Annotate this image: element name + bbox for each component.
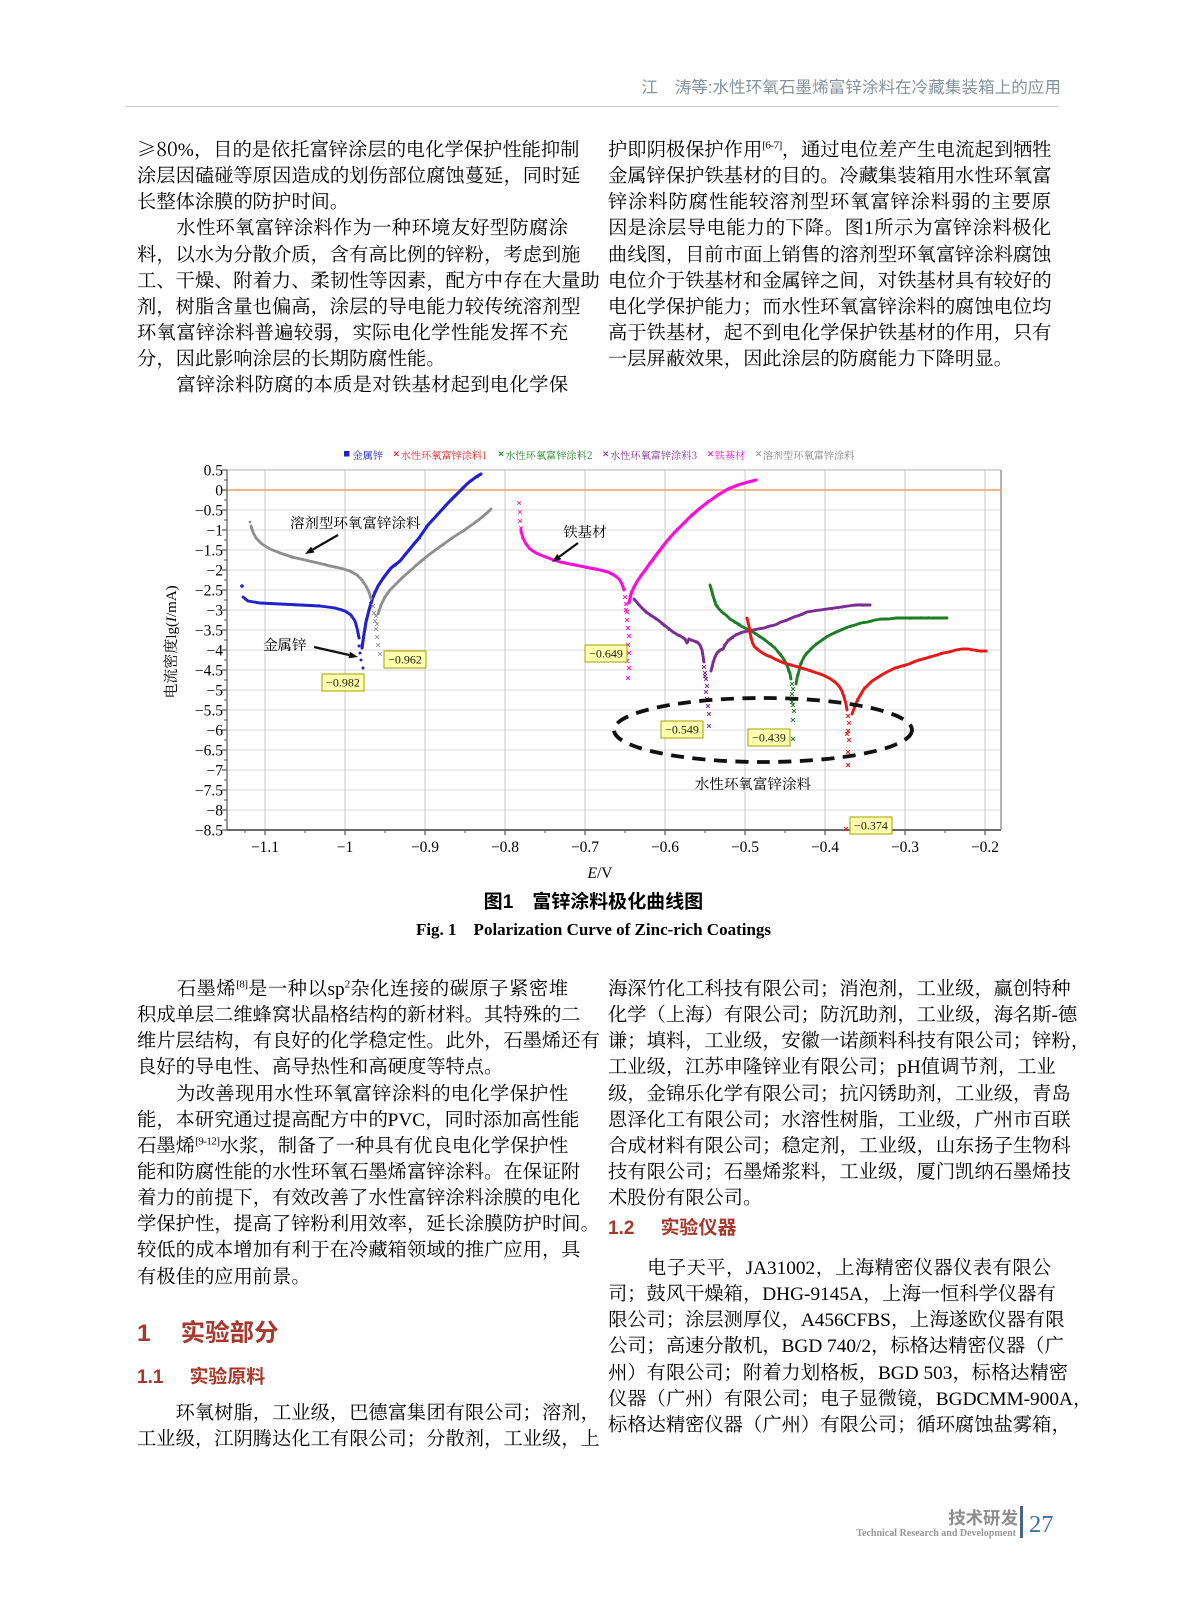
svg-text:−5: −5 [207,683,224,700]
svg-text:−2.5: −2.5 [195,583,223,600]
svg-text:−4: −4 [207,643,224,660]
svg-text:−0.3: −0.3 [891,839,919,856]
svg-text:水性环氧富锌涂料2: 水性环氧富锌涂料2 [505,447,592,462]
svg-text:−0.4: −0.4 [811,839,839,856]
svg-text:溶剂型环氧富锌涂料: 溶剂型环氧富锌涂料 [763,447,855,462]
svg-text:−6.5: −6.5 [195,743,223,760]
svg-text:−2: −2 [207,563,224,580]
svg-text:−0.374: −0.374 [854,819,888,833]
svg-text:−4.5: −4.5 [195,663,223,680]
svg-text:溶剂型环氧富锌涂料: 溶剂型环氧富锌涂料 [290,512,421,533]
svg-text:−7: −7 [207,763,224,780]
svg-text:−7.5: −7.5 [195,783,223,800]
svg-text:电流密度lg(I/mA): 电流密度lg(I/mA) [160,585,181,698]
svg-text:−0.5: −0.5 [731,839,759,856]
svg-text:−1: −1 [337,839,354,856]
svg-text:0: 0 [215,483,223,500]
svg-text:金属锌: 金属锌 [263,634,307,655]
svg-text:−0.439: −0.439 [752,731,786,745]
svg-text:铁基材: 铁基材 [715,447,746,462]
svg-text:−6: −6 [207,723,224,740]
svg-text:−0.7: −0.7 [571,839,599,856]
svg-text:−3.5: −3.5 [195,623,223,640]
svg-text:−0.549: −0.549 [665,723,699,737]
svg-text:水性环氧富锌涂料1: 水性环氧富锌涂料1 [401,447,487,462]
svg-text:−1.1: −1.1 [251,839,279,856]
svg-text:−5.5: −5.5 [195,703,223,720]
svg-text:−0.962: −0.962 [388,653,422,667]
svg-text:−0.2: −0.2 [971,839,999,856]
svg-text:−0.649: −0.649 [589,647,623,661]
svg-text:水性环氧富锌涂料3: 水性环氧富锌涂料3 [610,447,697,462]
svg-text:−8.5: −8.5 [195,823,223,840]
svg-text:−0.8: −0.8 [491,839,519,856]
svg-text:金属锌: 金属锌 [353,447,384,462]
svg-text:0.5: 0.5 [204,463,224,480]
svg-text:水性环氧富锌涂料: 水性环氧富锌涂料 [695,773,811,794]
svg-text:−1.5: −1.5 [195,543,223,560]
svg-text:−0.5: −0.5 [195,503,223,520]
svg-text:铁基材: 铁基材 [563,521,607,542]
svg-text:−0.9: −0.9 [411,839,439,856]
svg-text:−0.982: −0.982 [326,676,360,690]
svg-text:E/V: E/V [587,865,614,882]
svg-text:−0.6: −0.6 [651,839,679,856]
svg-text:−8: −8 [207,803,224,820]
svg-text:−3: −3 [207,603,224,620]
svg-text:−1: −1 [207,523,224,540]
